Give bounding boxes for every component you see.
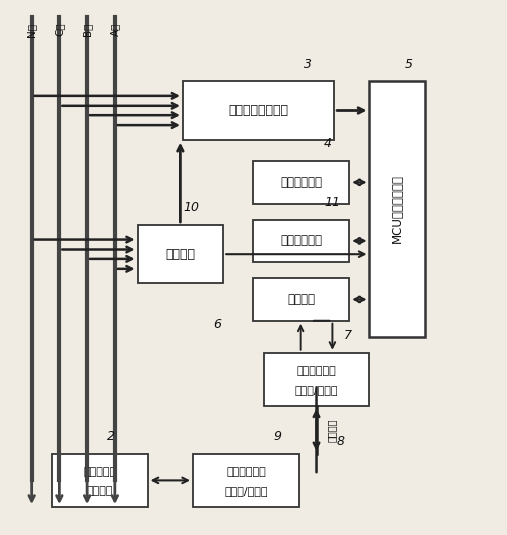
Bar [254,161,349,204]
Text: A相: A相 [110,22,120,36]
Bar [137,225,223,284]
Text: 11: 11 [324,196,340,209]
Text: 9: 9 [274,430,282,443]
Text: 电源模块: 电源模块 [165,248,195,261]
Text: 数据存储模块: 数据存储模块 [280,176,322,189]
Text: 5: 5 [405,58,413,71]
Text: MCU微控制器模块: MCU微控制器模块 [391,174,404,243]
Text: （接收/发射）: （接收/发射） [224,486,268,496]
Bar [254,278,349,320]
Bar [52,454,148,507]
Bar [264,353,370,406]
Bar [183,81,334,140]
Text: 光纤通道: 光纤通道 [327,418,337,441]
Text: 4: 4 [324,137,332,150]
Text: N线: N线 [27,22,37,37]
Bar [193,454,299,507]
Text: 8: 8 [337,435,345,448]
Text: 计量芯片采集模块: 计量芯片采集模块 [229,104,288,117]
Text: 2: 2 [107,430,115,443]
Text: 时钟电路模块: 时钟电路模块 [280,234,322,247]
Text: （发射/接收）: （发射/接收） [295,385,338,395]
Text: 光电转换模块: 光电转换模块 [297,366,337,376]
Text: 通讯模块: 通讯模块 [287,293,315,306]
Text: 7: 7 [344,329,352,342]
Text: 光电转换模块: 光电转换模块 [226,468,266,477]
Text: 3: 3 [304,58,312,71]
Text: 10: 10 [183,201,199,215]
Bar [254,219,349,262]
Text: 6: 6 [213,318,221,331]
Text: 上位机显示: 上位机显示 [83,468,116,477]
Bar [370,81,425,337]
Text: 控制模块: 控制模块 [87,486,113,496]
Text: C相: C相 [54,22,64,36]
Text: B相: B相 [82,22,92,36]
